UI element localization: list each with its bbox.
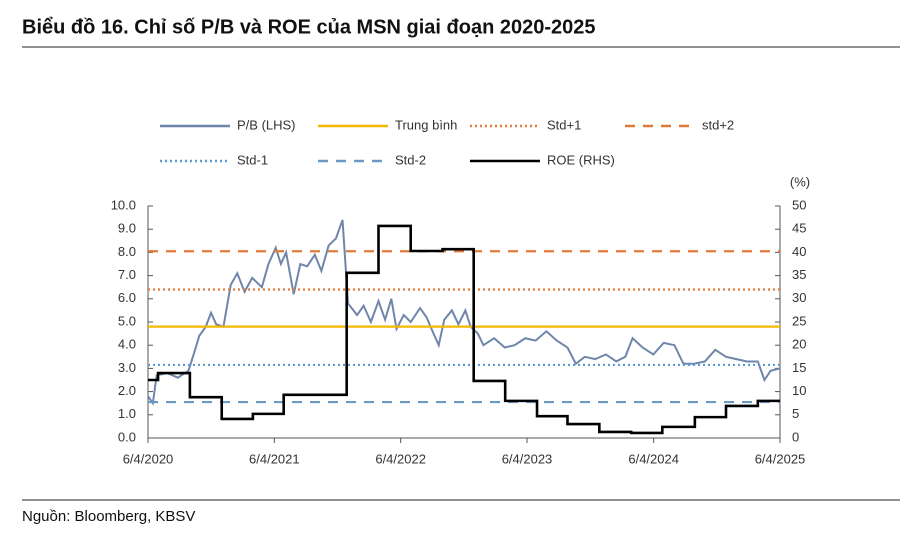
y2-tick-label: 35: [792, 267, 806, 282]
legend-label: Std-1: [237, 152, 268, 167]
x-tick-label: 6/4/2023: [502, 451, 553, 466]
pb-line: [147, 219, 781, 406]
y-tick-label: 1.0: [118, 406, 136, 421]
legend-label: std+2: [702, 117, 734, 132]
y-tick-label: 8.0: [118, 244, 136, 259]
title: Biểu đồ 16. Chỉ số P/B và ROE của MSN gi…: [22, 16, 596, 38]
y2-tick-label: 15: [792, 360, 806, 375]
x-tick-label: 6/4/2022: [375, 451, 426, 466]
y-tick-label: 4.0: [118, 337, 136, 352]
legend-label: P/B (LHS): [237, 117, 296, 132]
y-tick-label: 2.0: [118, 383, 136, 398]
y2-tick-label: 20: [792, 337, 806, 352]
legend-label: ROE (RHS): [547, 152, 615, 167]
legend-label: Std+1: [547, 117, 581, 132]
x-tick-label: 6/4/2020: [123, 451, 174, 466]
y2-tick-label: 40: [792, 244, 806, 259]
x-tick-label: 6/4/2021: [249, 451, 300, 466]
y2-tick-label: 50: [792, 197, 806, 212]
y2-label: (%): [790, 174, 810, 189]
x-tick-label: 6/4/2024: [628, 451, 679, 466]
y-tick-label: 6.0: [118, 290, 136, 305]
y2-tick-label: 30: [792, 290, 806, 305]
y2-tick-label: 5: [792, 406, 799, 421]
legend-label: Std-2: [395, 152, 426, 167]
y2-tick-label: 25: [792, 313, 806, 328]
y-tick-label: 5.0: [118, 313, 136, 328]
y-tick-label: 0.0: [118, 429, 136, 444]
y-tick-label: 7.0: [118, 267, 136, 282]
legend-label: Trung bình: [395, 117, 457, 132]
y2-tick-label: 10: [792, 383, 806, 398]
y-tick-label: 9.0: [118, 221, 136, 236]
source: Nguồn: Bloomberg, KBSV: [22, 508, 195, 525]
y2-tick-label: 0: [792, 429, 799, 444]
y-tick-label: 3.0: [118, 360, 136, 375]
y-tick-label: 10.0: [111, 197, 136, 212]
x-tick-label: 6/4/2025: [755, 451, 806, 466]
y2-tick-label: 45: [792, 221, 806, 236]
roe-line: [148, 224, 780, 435]
